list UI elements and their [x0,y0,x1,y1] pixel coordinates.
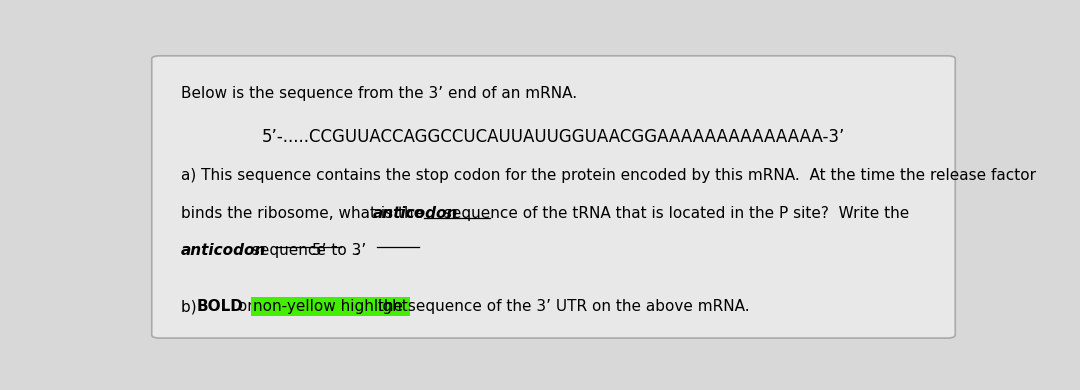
Text: BOLD: BOLD [197,299,244,314]
Text: .: . [354,243,359,259]
Text: 5’ to 3’: 5’ to 3’ [312,243,366,259]
Text: b): b) [181,299,202,314]
Text: or: or [233,299,259,314]
Text: anticodon: anticodon [181,243,267,259]
Text: Below is the sequence from the 3’ end of an mRNA.: Below is the sequence from the 3’ end of… [181,86,577,101]
Text: binds the ribosome, what is the: binds the ribosome, what is the [181,206,428,221]
Text: 5’-.....CCGUUACCAGGCCUCAUUAUUGGUAACGGAAAAAAAAAAAAAA-3’: 5’-.....CCGUUACCAGGCCUCAUUAUUGGUAACGGAAA… [261,128,846,146]
Text: sequence of the tRNA that is located in the P site?  Write the: sequence of the tRNA that is located in … [438,206,909,221]
Text: a) This sequence contains the stop codon for the protein encoded by this mRNA.  : a) This sequence contains the stop codon… [181,168,1036,183]
Text: anticodon: anticodon [373,206,458,221]
FancyBboxPatch shape [151,56,956,338]
Text: sequence: sequence [247,243,330,259]
Text: the sequence of the 3’ UTR on the above mRNA.: the sequence of the 3’ UTR on the above … [373,299,750,314]
Text: non-yellow highlight: non-yellow highlight [253,299,408,314]
